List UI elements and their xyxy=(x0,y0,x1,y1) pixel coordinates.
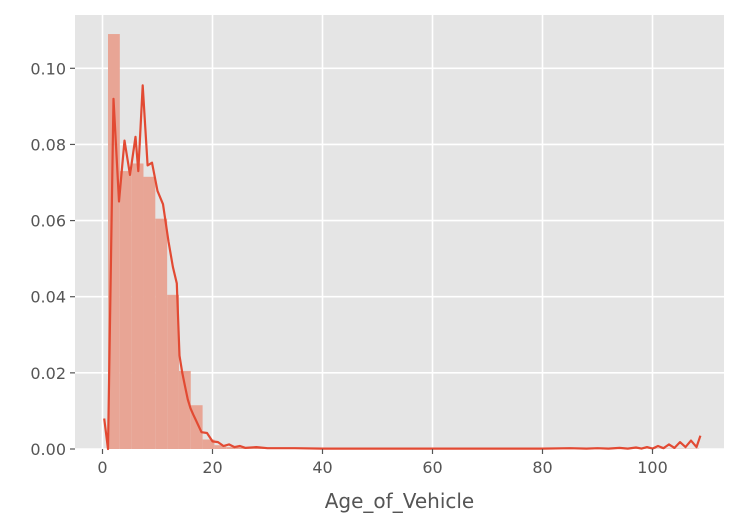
histogram-bar xyxy=(167,294,179,449)
x-tick-label: 20 xyxy=(202,458,222,477)
histogram-bar xyxy=(214,445,227,449)
histogram-bar xyxy=(202,439,215,449)
histogram-bar xyxy=(226,447,239,449)
y-tick-labels: 0.00 0.02 0.04 0.06 0.08 0.10 xyxy=(30,59,75,459)
x-tick-label: 40 xyxy=(312,458,332,477)
x-tick-labels: 0 20 40 60 80 100 xyxy=(97,449,668,477)
histogram-bar xyxy=(178,370,191,449)
y-tick-label: 0.00 xyxy=(30,440,66,459)
kde-line xyxy=(103,84,702,451)
y-tick-label: 0.06 xyxy=(30,212,66,231)
y-tick-label: 0.08 xyxy=(30,135,66,154)
y-tick-label: 0.04 xyxy=(30,288,66,307)
histogram-bar xyxy=(131,163,144,449)
histogram-bar xyxy=(249,447,262,449)
histogram-bar xyxy=(119,171,132,450)
x-tick-label: 60 xyxy=(422,458,442,477)
histogram-bar xyxy=(190,405,203,449)
histogram-bar xyxy=(143,176,156,449)
histogram-bar xyxy=(155,218,168,449)
x-tick-label: 0 xyxy=(97,458,107,477)
histogram-bar xyxy=(108,34,120,449)
x-axis-label: Age_of_Vehicle xyxy=(325,489,474,513)
y-tick-label: 0.10 xyxy=(30,59,66,78)
x-tick-label: 100 xyxy=(637,458,668,477)
x-tick-label: 80 xyxy=(532,458,552,477)
y-tick-label: 0.02 xyxy=(30,364,66,383)
